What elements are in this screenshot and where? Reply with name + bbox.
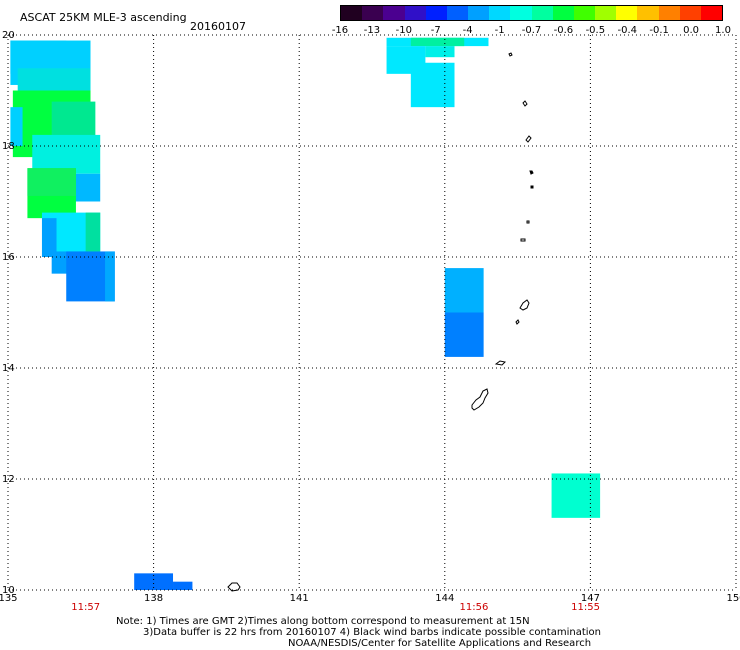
colorbar-labels: -16 -13 -10 -7 -4 -1 -0.7 -0.6 -0.5 -0.4 -0.1 0.0 1.…	[332, 25, 731, 37]
data-cell	[41, 218, 57, 257]
lon-tick-label: 135	[0, 593, 18, 604]
colorbar-swatch	[489, 6, 511, 20]
colorbar-swatch	[637, 6, 659, 20]
colorbar-label: 1.0	[715, 25, 731, 36]
colorbar-swatch	[446, 6, 469, 20]
data-cell	[444, 312, 484, 357]
data-cell	[27, 168, 76, 196]
island-yap	[227, 582, 241, 592]
island-anatahan	[526, 220, 530, 224]
data-cell	[425, 46, 455, 58]
lon-tick-label: 144	[435, 593, 454, 604]
data-cell	[105, 251, 115, 302]
data-cell	[32, 134, 101, 174]
colorbar-swatch	[658, 6, 680, 20]
note-line-2: 3)Data buffer is 22 hrs from 20160107 4)…	[143, 627, 601, 638]
island-farallon	[520, 238, 526, 242]
lat-tick-label: 18	[2, 141, 15, 152]
colorbar-swatch	[404, 6, 426, 20]
colorbar-swatch	[616, 6, 638, 20]
data-cell	[134, 573, 174, 590]
colorbar-swatch	[552, 6, 574, 20]
pass-time-label: 11:56	[460, 602, 489, 613]
lat-tick-label: 14	[2, 363, 15, 374]
map-date: 20160107	[190, 20, 246, 33]
data-cell	[551, 473, 601, 518]
pass-time-labels: 11:57 11:56 11:55	[71, 602, 600, 613]
grid-lines	[7, 34, 737, 591]
island-tinian	[515, 319, 520, 325]
colorbar-swatch	[362, 6, 384, 20]
lat-tick-label: 12	[2, 474, 15, 485]
colorbar-swatch	[679, 6, 701, 20]
note-line-1: Note: 1) Times are GMT 2)Times along bot…	[116, 616, 530, 627]
lat-tick-label: 16	[2, 252, 15, 263]
island-saipan	[519, 299, 530, 311]
island-sarigan	[530, 185, 534, 189]
island-guguan	[529, 170, 534, 175]
lon-labels: 135 138 141 144 147 150	[0, 593, 740, 604]
lon-tick-label: 147	[581, 593, 600, 604]
data-cell	[410, 37, 465, 47]
island-pagan	[522, 100, 528, 107]
islands	[227, 52, 534, 592]
colorbar-label: -13	[363, 25, 381, 36]
lon-tick-label: 138	[144, 593, 163, 604]
colorbar-swatch	[341, 6, 363, 20]
data-cell	[173, 581, 193, 590]
lat-tick-label: 10	[2, 585, 15, 596]
island-alamagan	[525, 135, 532, 143]
data-cells	[10, 37, 601, 590]
colorbar-swatch	[468, 6, 490, 20]
colorbar-label: -0.6	[553, 25, 574, 36]
colorbar-label: -1	[494, 25, 505, 36]
colorbar-label: -4	[462, 25, 473, 36]
note-line-3: NOAA/NESDIS/Center for Satellite Applica…	[288, 638, 592, 649]
data-cell	[85, 212, 101, 252]
colorbar-swatch	[595, 6, 617, 20]
island-agrihan	[508, 52, 513, 57]
data-cell	[444, 268, 484, 313]
data-cell	[410, 62, 455, 108]
colorbar-label: -0.7	[521, 25, 542, 36]
lat-labels: 10 12 14 16 18 20	[2, 30, 15, 596]
pass-time-label: 11:57	[71, 602, 100, 613]
colorbar-swatch	[510, 6, 532, 20]
data-cell	[10, 107, 23, 146]
lon-tick-label: 150	[726, 593, 740, 604]
island-rota	[494, 360, 507, 366]
colorbar-swatch	[531, 6, 553, 20]
colorbar-label: -0.5	[585, 25, 606, 36]
map-title: ASCAT 25KM MLE-3 ascending	[20, 11, 187, 24]
colorbar-swatch	[700, 6, 723, 20]
colorbar-label: -10	[395, 25, 412, 36]
lon-tick-label: 141	[290, 593, 309, 604]
colorbar-swatch	[425, 6, 447, 20]
colorbar-label: -7	[430, 25, 441, 36]
pass-time-label: 11:55	[571, 602, 600, 613]
colorbar-label: 0.0	[683, 25, 700, 36]
colorbar	[340, 5, 723, 21]
colorbar-label: -0.4	[617, 25, 638, 36]
lat-tick-label: 20	[2, 30, 15, 41]
colorbar-swatch	[383, 6, 405, 20]
island-guam	[471, 388, 489, 411]
colorbar-swatch	[573, 6, 596, 20]
colorbar-label: -0.1	[649, 25, 669, 36]
colorbar-label: -16	[331, 25, 349, 36]
